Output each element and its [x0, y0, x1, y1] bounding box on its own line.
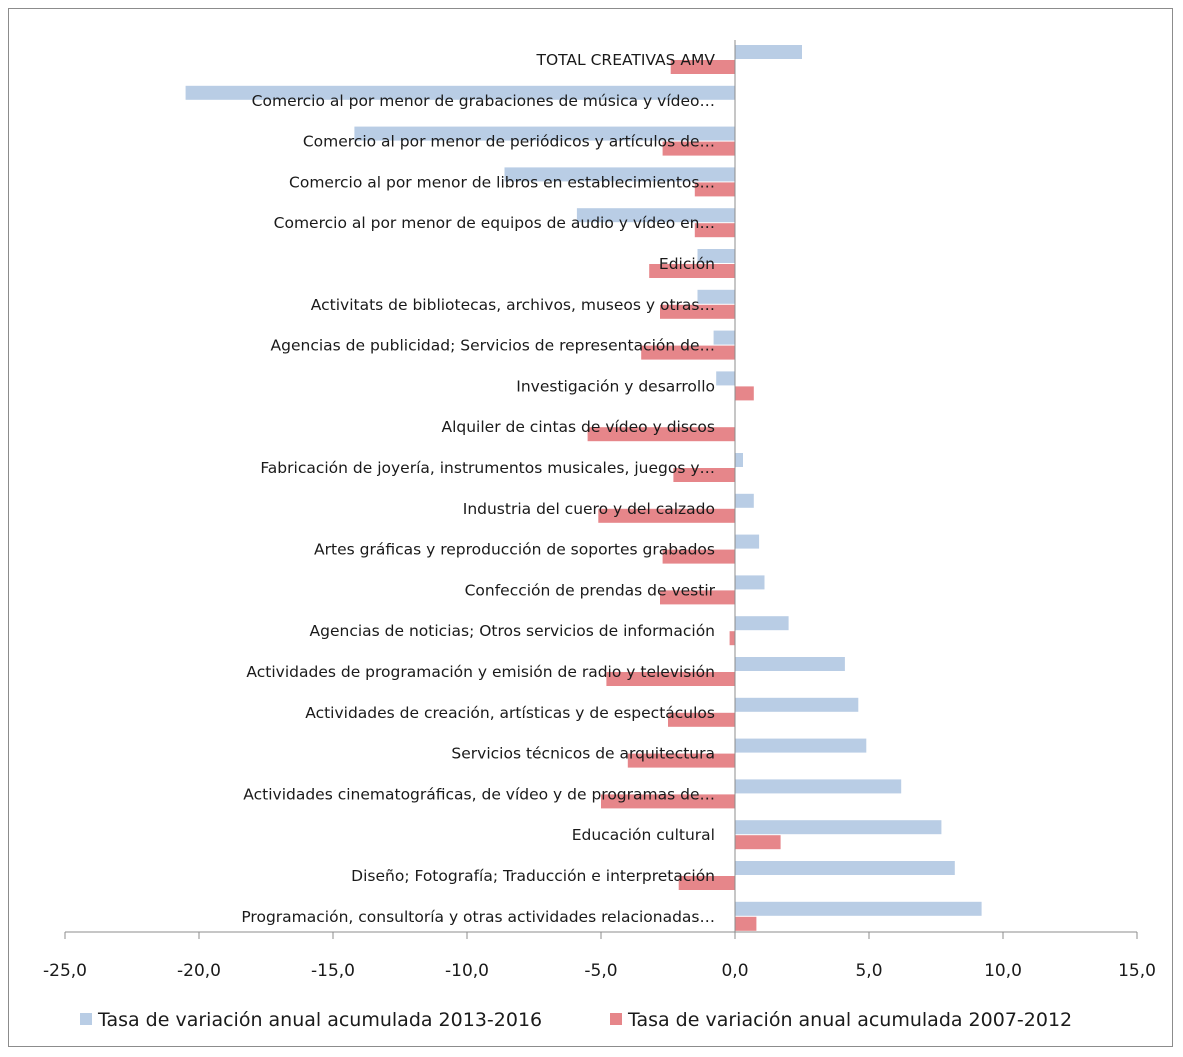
bar-series-1 [735, 534, 760, 549]
bar-series-2 [694, 182, 735, 197]
bar-series-2 [662, 141, 735, 156]
category-label: Programación, consultoría y otras activi… [241, 908, 715, 926]
bar-series-2 [598, 508, 735, 523]
bars-group [185, 45, 982, 931]
legend-label-series-1: Tasa de variación anual acumulada 2013-2… [97, 1009, 542, 1031]
bar-series-2 [735, 835, 781, 850]
x-tick-label: -5,0 [584, 961, 617, 981]
bar-series-2 [735, 386, 754, 401]
category-label: Comercio al por menor de grabaciones de … [252, 92, 715, 110]
bar-series-1 [735, 901, 982, 916]
bar-series-1 [713, 330, 735, 345]
category-label: Agencias de noticias; Otros servicios de… [310, 622, 715, 640]
x-tick-label: -20,0 [177, 961, 221, 981]
bar-series-2 [670, 60, 735, 74]
category-label: Edición [659, 255, 715, 273]
bar-series-2 [660, 304, 735, 319]
bar-series-1 [354, 126, 735, 141]
bar-series-1 [185, 85, 736, 100]
bar-series-2 [641, 345, 735, 360]
category-label: Actividades de creación, artísticas y de… [305, 704, 715, 722]
x-axis-ticks: -25,0 -20,0 -15,0 -10,0 -5,0 0,0 5,0 10,0 15,0 [43, 932, 1156, 981]
bar-series-2 [668, 712, 735, 727]
bar-series-2 [660, 590, 735, 605]
bar-series-1 [697, 289, 735, 304]
category-label: Actividades cinematográficas, de vídeo y… [243, 785, 715, 803]
category-label: Artes gráficas y reproducción de soporte… [314, 541, 715, 559]
bar-series-1 [735, 493, 754, 508]
category-label: Comercio al por menor de periódicos y ar… [303, 133, 715, 151]
bar-series-1 [735, 820, 942, 835]
bar-series-1 [735, 616, 789, 631]
legend-label-series-2: Tasa de variación anual acumulada 2007-2… [627, 1009, 1072, 1031]
bar-series-2 [662, 549, 735, 564]
category-label: Comercio al por menor de libros en estab… [289, 173, 715, 191]
bar-series-1 [735, 861, 955, 875]
x-tick-label: 10,0 [984, 961, 1022, 981]
legend-swatch-series-1 [80, 1013, 92, 1025]
bar-series-1 [735, 657, 845, 671]
category-label: Alquiler de cintas de vídeo y discos [441, 418, 715, 436]
category-label: Confección de prendas de vestir [465, 581, 716, 599]
bar-series-2 [735, 916, 757, 931]
bar-series-1 [735, 453, 743, 467]
bar-series-1 [697, 249, 735, 263]
category-label: Fabricación de joyería, instrumentos mus… [260, 459, 715, 477]
category-label: Investigación y desarrollo [516, 377, 715, 395]
bar-series-1 [576, 208, 735, 223]
category-label: Industria del cuero y del calzado [463, 500, 715, 518]
category-label: Diseño; Fotografía; Traducción e interpr… [351, 867, 715, 885]
category-labels: TOTAL CREATIVAS AMV Comercio al por menor… [241, 51, 715, 926]
category-label: Actividades de programación y emisión de… [246, 663, 715, 681]
legend-swatch-series-2 [610, 1013, 622, 1025]
x-tick-label: 15,0 [1118, 961, 1156, 981]
x-tick-label: 0,0 [721, 961, 748, 981]
bar-series-1 [735, 575, 765, 590]
category-label: Educación cultural [572, 826, 715, 844]
bar-series-1 [504, 167, 735, 182]
x-tick-label: -10,0 [445, 961, 489, 981]
category-label: Comercio al por menor de equipos de audi… [274, 214, 715, 232]
legend: Tasa de variación anual acumulada 2013-2… [80, 1009, 1072, 1031]
bar-series-2 [587, 427, 735, 442]
x-tick-label: -15,0 [311, 961, 355, 981]
bar-series-2 [649, 264, 735, 278]
category-label: Servicios técnicos de arquitectura [451, 745, 715, 763]
bar-series-2 [678, 876, 735, 890]
category-label: Agencias de publicidad; Servicios de rep… [271, 337, 715, 355]
bar-series-2 [601, 794, 735, 809]
x-tick-label: 5,0 [855, 961, 882, 981]
bar-series-2 [694, 223, 735, 238]
bar-series-1 [735, 45, 802, 59]
bar-series-1 [735, 738, 867, 753]
bar-series-2 [627, 753, 735, 768]
bar-series-1 [716, 371, 735, 386]
category-label: TOTAL CREATIVAS AMV [536, 51, 716, 69]
bar-series-2 [673, 468, 735, 482]
bar-series-1 [735, 779, 902, 794]
bar-series-1 [735, 697, 859, 712]
x-tick-label: -25,0 [43, 961, 87, 981]
category-label: Activitats de bibliotecas, archivos, mus… [311, 296, 715, 314]
bar-series-2 [606, 672, 735, 686]
bar-series-2 [729, 631, 735, 646]
